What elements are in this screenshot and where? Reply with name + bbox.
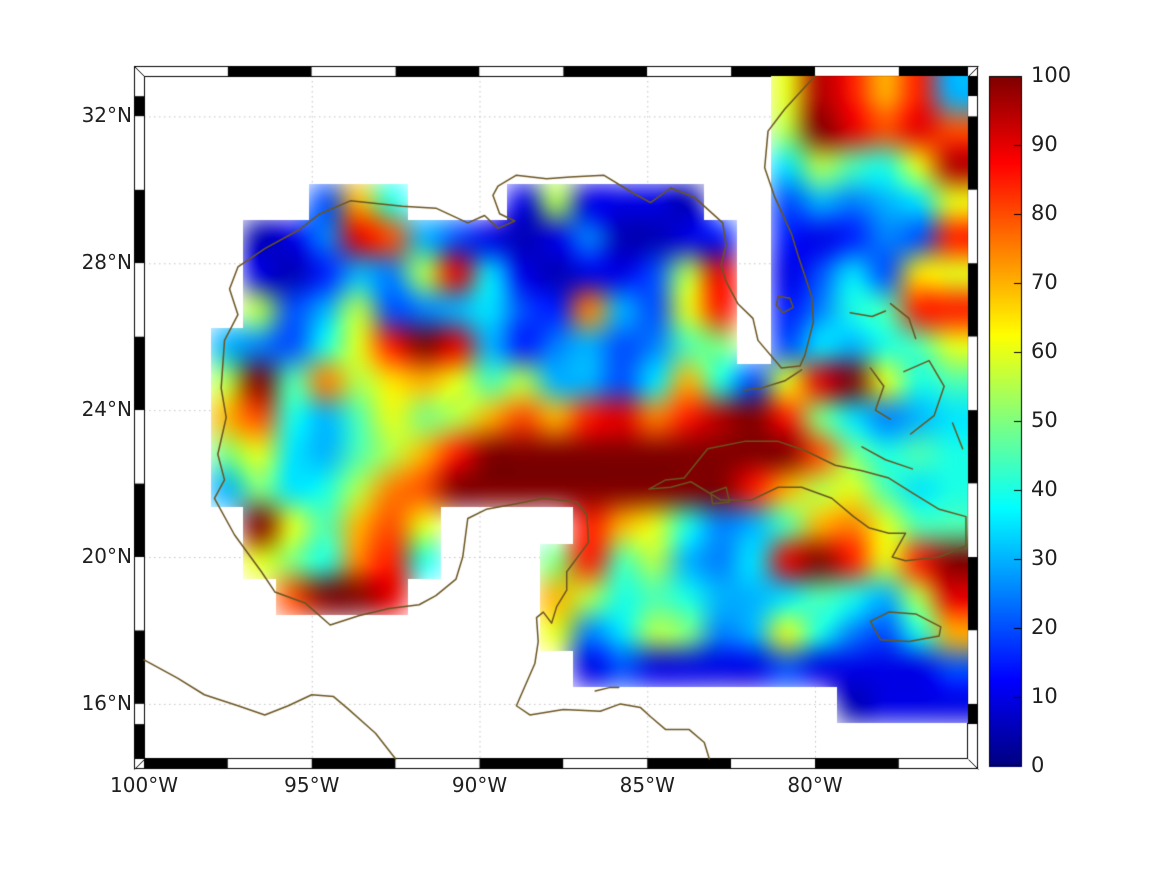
x-tick-label: 100°W bbox=[110, 773, 178, 797]
colorbar-tick-label: 60 bbox=[1031, 339, 1058, 363]
colorbar-tick-label: 70 bbox=[1031, 270, 1058, 294]
colorbar-tick-label: 20 bbox=[1031, 615, 1058, 639]
colorbar-tick-label: 0 bbox=[1031, 753, 1045, 777]
colorbar-tick-label: 100 bbox=[1031, 63, 1072, 87]
colorbar-tick-label: 30 bbox=[1031, 546, 1058, 570]
colorbar-tick-label: 40 bbox=[1031, 477, 1058, 501]
y-tick-label: 24°N bbox=[81, 397, 132, 422]
x-tick-label: 90°W bbox=[451, 773, 508, 797]
y-tick-label: 28°N bbox=[81, 250, 132, 275]
x-tick-label: 80°W bbox=[787, 773, 843, 797]
y-tick-label: 20°N bbox=[81, 544, 132, 569]
y-tick-label: 32°N bbox=[81, 103, 132, 128]
colorbar-tick-label: 90 bbox=[1031, 132, 1058, 156]
colorbar-tick-label: 50 bbox=[1031, 408, 1058, 432]
x-tick-label: 95°W bbox=[284, 773, 340, 797]
x-tick-label: 85°W bbox=[619, 773, 675, 797]
colorbar-tick-label: 80 bbox=[1031, 201, 1058, 225]
colorbar-tick-label: 10 bbox=[1031, 684, 1058, 708]
y-tick-label: 16°N bbox=[81, 690, 132, 715]
